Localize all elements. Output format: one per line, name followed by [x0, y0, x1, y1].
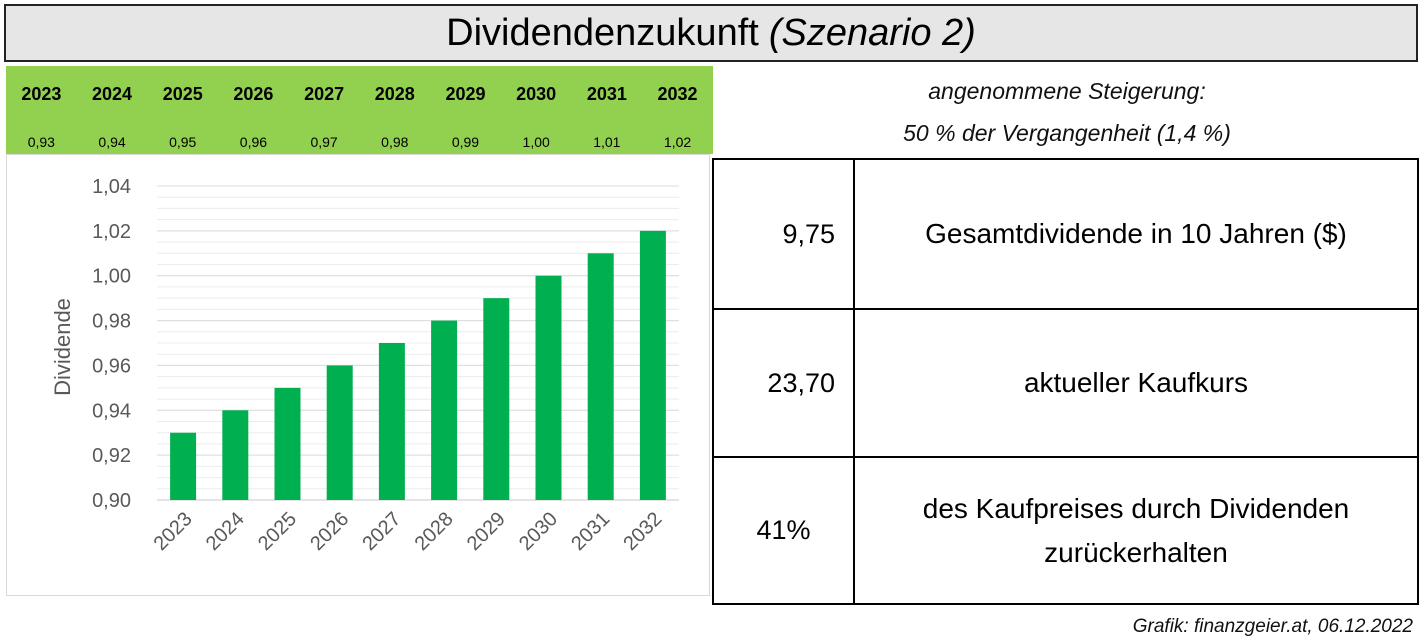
- dividend-bar-chart: 0,90 0,92 0,94 0,96 0,98 1,00 1,02 1,04 Dividend…: [6, 154, 710, 596]
- bar-2028: [431, 320, 458, 500]
- band-values-row: 0,93 0,94 0,95 0,96 0,97 0,98 0,99 1,00 …: [6, 134, 713, 150]
- band-year: 2031: [586, 84, 627, 104]
- summary-row-purchase-price: 23,70 aktueller Kaufkurs: [714, 308, 1417, 456]
- band-value: 1,00: [522, 134, 550, 150]
- payback-percent-value: 41%: [714, 458, 855, 603]
- bar-2032: [639, 230, 666, 500]
- total-dividend-value: 9,75: [714, 160, 855, 308]
- band-year: 2028: [374, 84, 415, 104]
- bar-2025: [274, 387, 301, 500]
- x-tick-label: 2028: [411, 508, 458, 555]
- band-year: 2026: [233, 84, 274, 104]
- bar-2023: [170, 432, 197, 500]
- summary-row-total-dividend: 9,75 Gesamtdividende in 10 Jahren ($): [714, 160, 1417, 308]
- bar-2026: [326, 365, 353, 500]
- bar-2024: [222, 410, 249, 500]
- x-tick-label: 2024: [202, 508, 249, 555]
- band-year: 2032: [657, 84, 698, 104]
- source-credit: Grafik: finanzgeier.at, 06.12.2022: [1132, 616, 1413, 637]
- band-value: 0,95: [169, 134, 197, 150]
- band-value: 0,96: [239, 134, 268, 150]
- y-tick-label: 1,02: [92, 221, 131, 243]
- band-value: 0,97: [310, 134, 338, 150]
- band-year: 2027: [304, 84, 345, 104]
- band-value: 0,94: [98, 134, 126, 150]
- bar-2031: [587, 253, 614, 500]
- band-value: 0,98: [381, 134, 409, 150]
- x-tick-label: 2032: [619, 508, 666, 555]
- band-year: 2029: [445, 84, 486, 104]
- band-value: 0,93: [27, 134, 55, 150]
- y-tick-label: 0,96: [92, 355, 131, 377]
- bar-2027: [378, 343, 405, 500]
- growth-note-line2: 50 % der Vergangenheit (1,4 %): [903, 120, 1231, 146]
- x-tick-label: 2027: [358, 508, 405, 555]
- x-tick-label: 2023: [150, 508, 197, 555]
- x-tick-label: 2030: [515, 508, 562, 555]
- chart-svg: 0,90 0,92 0,94 0,96 0,98 1,00 1,02 1,04 Dividend…: [50, 176, 679, 555]
- y-axis-label: Dividende: [50, 298, 75, 396]
- yearly-values-band: 2023 2024 2025 2026 2027 2028 2029 2030 …: [6, 66, 713, 154]
- summary-row-payback: 41% des Kaufpreises durch Dividenden zur…: [714, 456, 1417, 603]
- total-dividend-label: Gesamtdividende in 10 Jahren ($): [925, 218, 1347, 249]
- chart-title: Dividendenzukunft: [446, 11, 759, 54]
- chart-title-bar: Dividendenzukunft (Szenario 2): [4, 4, 1418, 62]
- band-value: 1,02: [663, 134, 692, 150]
- band-year: 2030: [516, 84, 557, 104]
- y-tick-label: 0,94: [92, 400, 131, 422]
- y-tick-label: 1,04: [92, 176, 131, 198]
- summary-table: 9,75 Gesamtdividende in 10 Jahren ($) 23…: [712, 158, 1419, 605]
- chart-subtitle: (Szenario 2): [768, 11, 976, 54]
- band-years-row: 2023 2024 2025 2026 2027 2028 2029 2030 …: [6, 84, 713, 105]
- band-year: 2024: [92, 84, 133, 104]
- purchase-price-value: 23,70: [714, 310, 855, 456]
- x-tick-label: 2029: [463, 508, 510, 555]
- x-tick-label: 2025: [254, 508, 301, 555]
- band-value: 0,99: [451, 134, 480, 150]
- band-year: 2023: [21, 84, 62, 104]
- y-tick-label: 0,90: [92, 490, 131, 512]
- y-tick-label: 0,92: [92, 445, 131, 467]
- bar-2029: [483, 298, 510, 500]
- y-tick-label: 1,00: [92, 266, 131, 288]
- payback-label: des Kaufpreises durch Dividenden zurücke…: [922, 492, 1350, 568]
- band-year: 2025: [162, 84, 203, 104]
- x-tick-label: 2026: [306, 508, 353, 555]
- purchase-price-label: aktueller Kaufkurs: [1023, 367, 1249, 398]
- growth-note-line1: angenommene Steigerung:: [928, 78, 1206, 104]
- y-tick-label: 0,98: [92, 311, 131, 333]
- x-tick-label: 2031: [567, 508, 614, 555]
- band-value: 1,01: [593, 134, 621, 150]
- bar-2030: [535, 275, 562, 500]
